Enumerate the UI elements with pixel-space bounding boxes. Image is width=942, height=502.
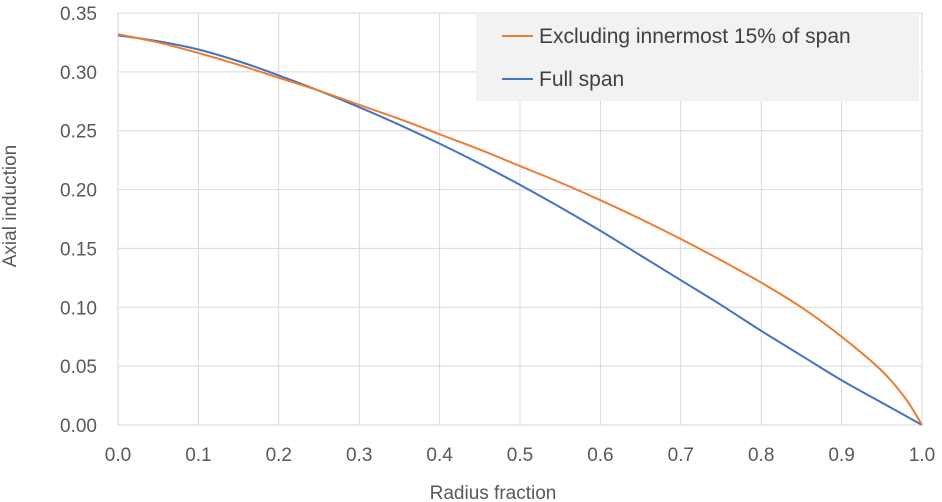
y-tick-label: 0.30 xyxy=(60,63,97,84)
legend-label-excluding: Excluding innermost 15% of span xyxy=(539,25,851,48)
x-tick-label: 0.9 xyxy=(828,445,854,466)
legend-background xyxy=(476,13,919,101)
y-tick-label: 0.25 xyxy=(60,122,97,143)
x-tick-label: 0.2 xyxy=(266,445,292,466)
x-tick-label: 0.0 xyxy=(105,445,131,466)
x-tick-label: 0.4 xyxy=(426,445,453,466)
y-axis-ticks: 0.00 0.05 0.10 0.15 0.20 0.25 0.30 0.35 xyxy=(60,4,97,437)
y-tick-label: 0.20 xyxy=(60,181,97,202)
x-tick-label: 0.6 xyxy=(587,445,613,466)
x-tick-label: 0.7 xyxy=(668,445,694,466)
x-tick-label: 0.1 xyxy=(185,445,211,466)
y-tick-label: 0.15 xyxy=(60,239,97,260)
series-line-excluding xyxy=(117,33,923,426)
x-tick-label: 0.5 xyxy=(507,445,533,466)
x-tick-label: 0.3 xyxy=(346,445,372,466)
series-lines xyxy=(117,33,923,426)
legend: Excluding innermost 15% of span Full spa… xyxy=(476,13,919,101)
y-axis-title: Axial induction xyxy=(0,145,21,268)
x-tick-label: 0.8 xyxy=(748,445,774,466)
x-tick-label: 1.0 xyxy=(909,445,935,466)
y-tick-label: 0.00 xyxy=(60,416,97,437)
legend-label-full-span: Full span xyxy=(539,68,624,91)
x-axis-title: Radius fraction xyxy=(430,483,557,502)
y-tick-label: 0.10 xyxy=(60,298,97,319)
series-line-full-span xyxy=(117,34,923,426)
y-tick-label: 0.05 xyxy=(60,357,97,378)
x-axis-ticks: 0.0 0.1 0.2 0.3 0.4 0.5 0.6 0.7 0.8 0.9 1.0 xyxy=(105,445,935,466)
y-tick-label: 0.35 xyxy=(60,4,97,25)
